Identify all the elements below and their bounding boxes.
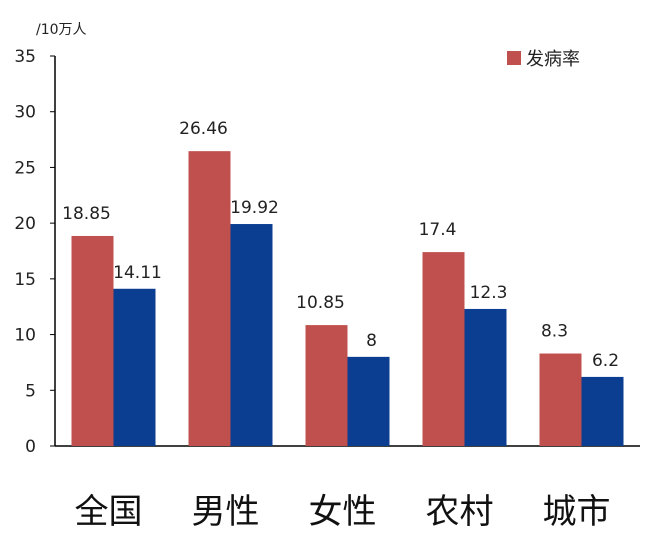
data-label: 26.46 [179,119,228,139]
chart-labels: 18.85 14.11 全国 26.46 19.92 男性 10.85 8 女性 17.4 12.3… [62,119,619,532]
y-axis-unit-label: /10万人 [36,22,87,38]
legend-swatch [507,51,521,65]
y-tick-label: 10 [14,326,36,346]
data-label: 8.3 [541,322,568,342]
data-label: 18.85 [62,204,111,224]
y-tick-label: 0 [25,437,36,457]
y-tick-label: 15 [14,270,36,290]
bar [305,325,348,446]
bar [188,151,231,446]
category-label: 男性 [192,492,260,532]
category-label: 全国 [75,492,143,532]
chart-bars [71,151,624,446]
category-label: 农村 [426,492,494,532]
category-label: 城市 [543,492,611,532]
data-label: 14.11 [113,263,162,283]
legend-label: 发病率 [526,49,580,70]
y-tick-label: 25 [14,158,36,178]
y-tick-label: 20 [14,214,36,234]
bar [71,235,114,446]
data-label: 17.4 [419,220,457,240]
bar [539,353,582,446]
y-tick-label: 30 [14,103,36,123]
data-label: 10.85 [296,293,345,313]
bar [230,224,273,446]
category-label: 女性 [309,492,377,532]
bar [581,376,624,446]
data-label: 8 [366,331,377,351]
y-tick-label: 35 [14,47,36,67]
bar [347,356,390,446]
bar [113,288,156,446]
y-tick-label: 5 [25,381,36,401]
bar [422,252,465,446]
data-label: 6.2 [592,351,619,371]
data-label: 12.3 [470,283,508,303]
chart-legend: 发病率 [507,49,580,70]
bar [464,308,507,446]
data-label: 19.92 [230,198,279,218]
